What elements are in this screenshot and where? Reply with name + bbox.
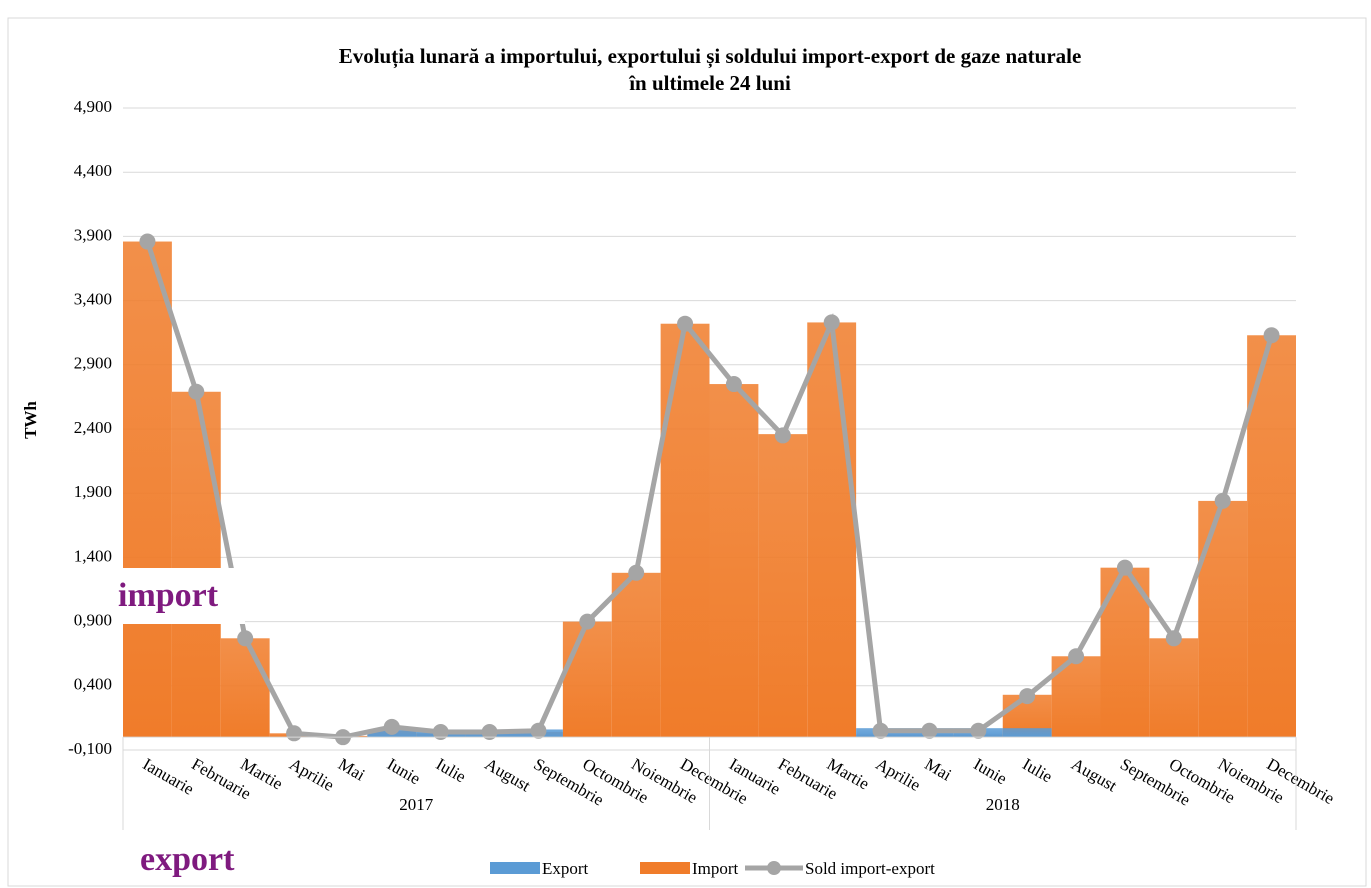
marker	[188, 383, 205, 400]
marker	[1068, 648, 1085, 665]
bar	[611, 572, 661, 738]
marker	[921, 722, 938, 739]
marker	[1214, 492, 1231, 509]
y-tick-label: 2,400	[74, 418, 112, 437]
bar	[1002, 728, 1052, 738]
marker	[1263, 327, 1280, 344]
marker	[286, 725, 303, 742]
legend-swatch	[490, 862, 540, 874]
marker	[677, 315, 694, 332]
marker	[725, 376, 742, 393]
bar	[123, 241, 172, 738]
chart-title: în ultimele 24 luni	[628, 71, 791, 95]
annotation: import	[118, 577, 219, 614]
marker	[432, 724, 449, 741]
legend-marker	[767, 861, 781, 875]
legend-swatch	[640, 862, 690, 874]
marker	[481, 724, 498, 741]
y-tick-label: 3,900	[74, 225, 112, 244]
marker	[872, 722, 889, 739]
y-tick-label: 4,900	[74, 97, 112, 116]
marker	[237, 630, 254, 647]
y-tick-label: -0,100	[68, 739, 112, 758]
marker	[383, 718, 400, 735]
annotation: export	[140, 841, 235, 878]
line	[145, 240, 1274, 740]
marker	[1019, 688, 1036, 705]
marker	[1165, 630, 1182, 647]
group-label: 2018	[986, 795, 1020, 814]
bar	[1149, 638, 1199, 738]
bar	[1247, 335, 1296, 738]
marker	[139, 233, 156, 250]
marker	[1116, 559, 1133, 576]
bar	[1198, 500, 1248, 738]
group-label: 2017	[399, 795, 434, 814]
marker	[628, 564, 645, 581]
y-tick-label: 1,900	[74, 482, 112, 501]
y-axis-label: TWh	[21, 401, 40, 439]
marker	[970, 722, 987, 739]
bar	[660, 323, 710, 738]
y-tick-label: 3,400	[74, 290, 112, 309]
marker	[530, 722, 547, 739]
marker	[823, 314, 840, 331]
legend-label: Import	[692, 859, 739, 878]
bar	[807, 322, 857, 738]
y-tick-label: 2,900	[74, 354, 112, 373]
marker	[774, 427, 791, 444]
marker	[579, 613, 596, 630]
bar	[758, 434, 808, 738]
y-tick-label: 0,900	[74, 611, 112, 630]
y-tick-label: 1,400	[74, 546, 112, 565]
bar	[171, 391, 221, 738]
annotation-box	[115, 568, 245, 624]
legend-label: Sold import-export	[805, 859, 935, 878]
chart-title: Evoluția lunară a importului, exportului…	[339, 44, 1082, 69]
bar	[562, 621, 612, 738]
y-tick-label: 0,400	[74, 675, 112, 694]
y-tick-label: 4,400	[74, 161, 112, 180]
legend-label: Export	[542, 859, 589, 878]
bar	[220, 638, 270, 738]
bar	[709, 384, 759, 738]
